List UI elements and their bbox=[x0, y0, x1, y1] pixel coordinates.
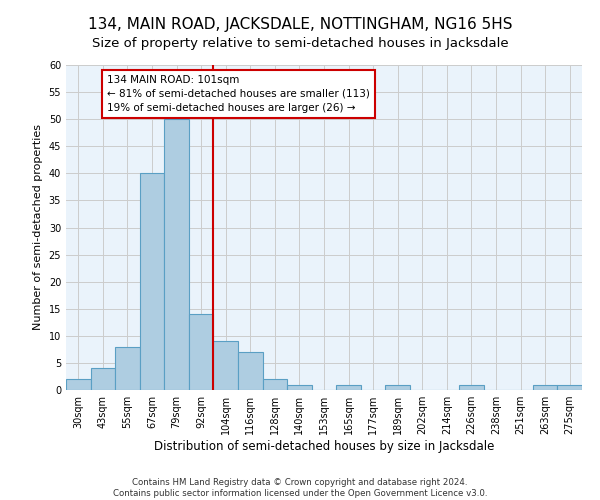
Bar bbox=[385, 384, 410, 390]
Bar bbox=[533, 384, 557, 390]
Bar bbox=[557, 384, 582, 390]
Bar bbox=[287, 384, 312, 390]
Bar bbox=[189, 314, 214, 390]
Y-axis label: Number of semi-detached properties: Number of semi-detached properties bbox=[33, 124, 43, 330]
Bar bbox=[263, 379, 287, 390]
Bar bbox=[140, 174, 164, 390]
Text: 134 MAIN ROAD: 101sqm
← 81% of semi-detached houses are smaller (113)
19% of sem: 134 MAIN ROAD: 101sqm ← 81% of semi-deta… bbox=[107, 74, 370, 113]
Bar bbox=[66, 379, 91, 390]
Bar bbox=[238, 352, 263, 390]
Text: Contains HM Land Registry data © Crown copyright and database right 2024.
Contai: Contains HM Land Registry data © Crown c… bbox=[113, 478, 487, 498]
Bar bbox=[115, 346, 140, 390]
Bar bbox=[336, 384, 361, 390]
Bar bbox=[91, 368, 115, 390]
Bar bbox=[459, 384, 484, 390]
Bar bbox=[164, 119, 189, 390]
Bar bbox=[214, 341, 238, 390]
Text: 134, MAIN ROAD, JACKSDALE, NOTTINGHAM, NG16 5HS: 134, MAIN ROAD, JACKSDALE, NOTTINGHAM, N… bbox=[88, 18, 512, 32]
X-axis label: Distribution of semi-detached houses by size in Jacksdale: Distribution of semi-detached houses by … bbox=[154, 440, 494, 453]
Text: Size of property relative to semi-detached houses in Jacksdale: Size of property relative to semi-detach… bbox=[92, 38, 508, 51]
